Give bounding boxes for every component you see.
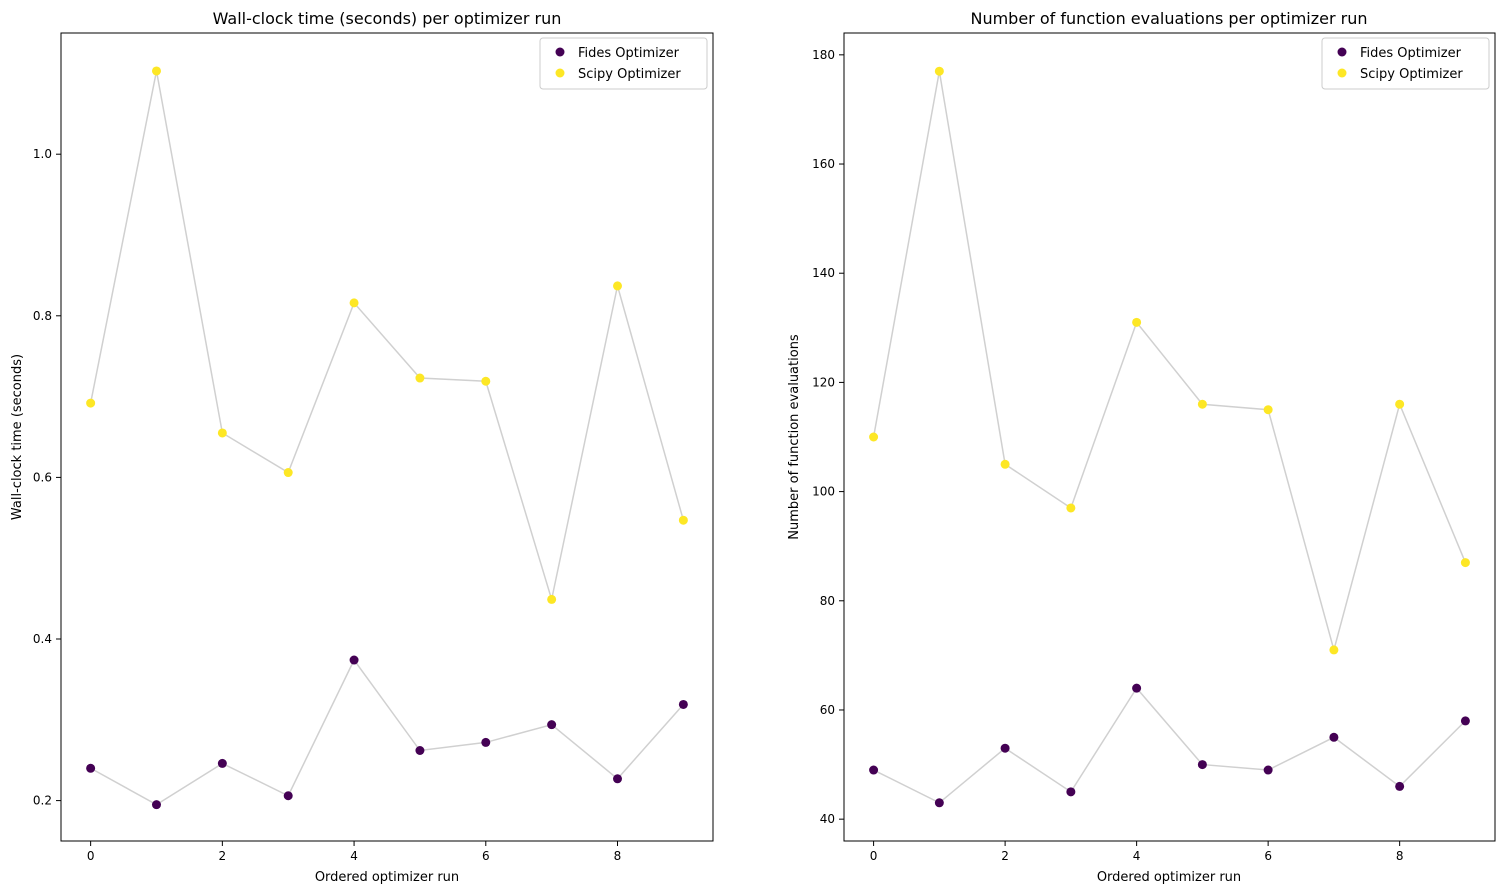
series-line <box>872 71 1467 653</box>
y-tick-label: 0.8 <box>33 309 52 323</box>
scipy-optimizer-point <box>283 468 293 478</box>
y-tick-label: 100 <box>812 485 835 499</box>
legend-box <box>1321 37 1490 90</box>
scipy-optimizer-point <box>1263 405 1273 415</box>
x-tick-label: 6 <box>482 849 490 863</box>
fides-optimizer-point <box>1132 683 1142 693</box>
x-tick-label: 0 <box>87 849 95 863</box>
scipy-optimizer-legend-marker <box>1337 68 1347 78</box>
scipy-optimizer-legend-marker <box>555 68 565 78</box>
y-tick-label: 0.6 <box>33 470 52 484</box>
y-tick-label: 80 <box>820 594 835 608</box>
x-tick-label: 8 <box>1396 849 1404 863</box>
scipy-optimizer-point <box>547 594 557 604</box>
y-tick-label: 120 <box>812 375 835 389</box>
scipy-optimizer-point <box>1066 503 1076 513</box>
fides-optimizer-point <box>1066 787 1076 797</box>
fides-optimizer-point <box>481 737 491 747</box>
scipy-optimizer-point <box>349 298 359 308</box>
legend: Fides Optimizer Scipy Optimizer <box>1321 37 1490 90</box>
legend-label: Scipy Optimizer <box>578 67 681 82</box>
fides-optimizer-point <box>934 798 944 808</box>
fides-optimizer-point <box>547 720 557 730</box>
y-tick-label: 60 <box>820 703 835 717</box>
scipy-optimizer-point <box>678 515 688 525</box>
axes-frame <box>60 32 714 842</box>
fides-optimizer-point <box>1460 716 1470 726</box>
fides-optimizer-point <box>678 699 688 709</box>
fides-optimizer-point <box>349 655 359 665</box>
fides-optimizer-legend-marker <box>1337 47 1347 57</box>
legend-label: Fides Optimizer <box>1360 46 1462 61</box>
scipy-optimizer-point <box>613 281 623 291</box>
x-tick-label: 6 <box>1264 849 1272 863</box>
scipy-optimizer-point <box>1000 459 1010 469</box>
fides-optimizer-point <box>1000 743 1010 753</box>
fides-optimizer-point <box>151 800 161 810</box>
fides-optimizer-point <box>869 765 879 775</box>
x-tick-label: 2 <box>219 849 227 863</box>
fides-optimizer-point <box>613 774 623 784</box>
y-tick-label: 1.0 <box>33 147 52 161</box>
fides-optimizer-point <box>1329 732 1339 742</box>
series-line <box>90 658 684 806</box>
scipy-optimizer-point <box>1395 399 1405 409</box>
fides-optimizer-point <box>1395 781 1405 791</box>
x-tick-label: 4 <box>1133 849 1141 863</box>
fides-optimizer-point <box>1197 760 1207 770</box>
scipy-optimizer-point <box>1197 399 1207 409</box>
scipy-optimizer-point <box>1460 558 1470 568</box>
scipy-optimizer-point <box>1132 317 1142 327</box>
x-tick-label: 4 <box>350 849 358 863</box>
fides-optimizer-legend-marker <box>555 47 565 57</box>
x-tick-label: 8 <box>614 849 622 863</box>
chart-title: Wall-clock time (seconds) per optimizer … <box>213 9 562 28</box>
series-line <box>89 70 685 600</box>
axes-frame <box>843 32 1496 842</box>
plot-area: 0 2 4 6 8 0.2 0.4 0.6 0.8 1.0 <box>33 32 714 863</box>
y-axis-label: Wall-clock time (seconds) <box>10 354 25 520</box>
scipy-optimizer-point <box>151 66 161 76</box>
x-tick-label: 0 <box>870 849 878 863</box>
chart-function-evaluations: Number of function evaluations per optim… <box>787 9 1496 885</box>
fides-optimizer-point <box>217 758 227 768</box>
y-tick-label: 40 <box>820 812 835 826</box>
y-tick-label: 160 <box>812 157 835 171</box>
y-tick-label: 140 <box>812 266 835 280</box>
scipy-optimizer-point <box>869 432 879 442</box>
fides-optimizer-point <box>283 791 293 801</box>
y-tick-label: 180 <box>812 48 835 62</box>
legend-label: Scipy Optimizer <box>1360 67 1463 82</box>
x-axis-label: Ordered optimizer run <box>315 870 459 885</box>
y-axis-label: Number of function evaluations <box>787 334 802 540</box>
y-tick-label: 0.4 <box>33 632 52 646</box>
x-tick-label: 2 <box>1001 849 1009 863</box>
chart-wall-clock-time: Wall-clock time (seconds) per optimizer … <box>10 9 714 885</box>
chart-title: Number of function evaluations per optim… <box>970 9 1367 28</box>
scipy-optimizer-point <box>1329 645 1339 655</box>
scipy-optimizer-point <box>217 428 227 438</box>
scipy-optimizer-point <box>481 376 491 386</box>
fides-optimizer-point <box>1263 765 1273 775</box>
fides-optimizer-point <box>415 746 425 756</box>
legend-label: Fides Optimizer <box>578 46 680 61</box>
scipy-optimizer-point <box>934 66 944 76</box>
fides-optimizer-point <box>86 763 96 773</box>
scipy-optimizer-point <box>415 373 425 383</box>
scipy-optimizer-point <box>86 398 96 408</box>
legend-box <box>539 37 708 90</box>
y-tick-label: 0.2 <box>33 794 52 808</box>
legend: Fides Optimizer Scipy Optimizer <box>539 37 708 90</box>
series-line <box>873 686 1466 804</box>
plot-area: 0 2 4 6 8 40 60 80 100 120 140 160 180 <box>812 32 1496 863</box>
x-axis-label: Ordered optimizer run <box>1097 870 1241 885</box>
